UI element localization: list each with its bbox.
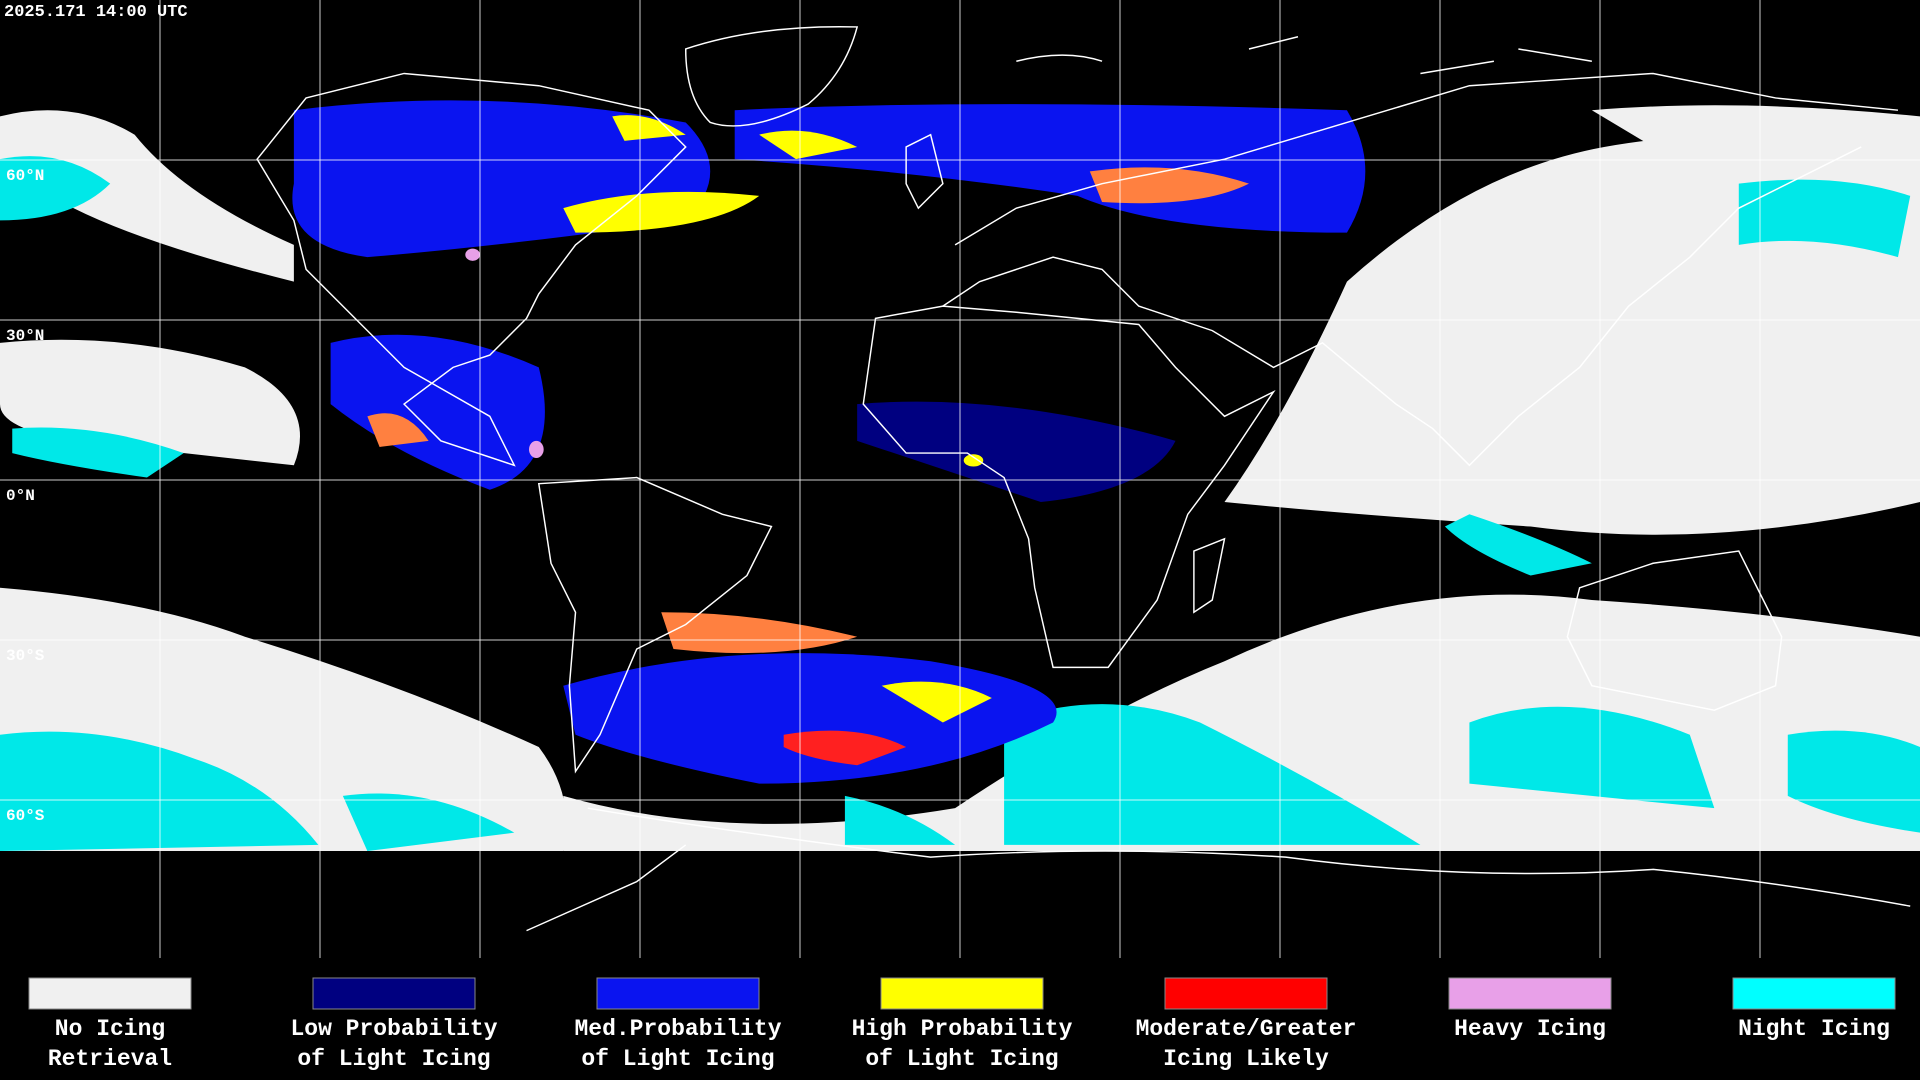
legend-label: of Light Icing: [865, 1046, 1058, 1072]
legend-swatch: [1164, 977, 1328, 1010]
legend-label: Icing Likely: [1163, 1046, 1329, 1072]
graticule: 60°N 30°N 0°N 30°S 60°S: [0, 0, 1920, 958]
coastlines: [256, 25, 1911, 932]
legend-label: Heavy Icing: [1454, 1016, 1606, 1042]
legend-label: High Probability: [852, 1016, 1073, 1042]
map-layer: [0, 25, 1920, 932]
legend-swatch: [596, 977, 760, 1010]
cloud-patches: [0, 105, 1920, 852]
legend-label: Med.Probability: [574, 1016, 781, 1042]
legend-label: No Icing: [55, 1016, 165, 1042]
latitude-label: 60°S: [6, 807, 45, 825]
legend-swatch: [1448, 977, 1612, 1010]
legend-label: of Light Icing: [297, 1046, 490, 1072]
icing-patches: [292, 100, 1366, 784]
latitude-label: 30°N: [6, 327, 44, 345]
legend-label: Night Icing: [1738, 1016, 1890, 1042]
latitude-label: 0°N: [6, 487, 35, 505]
legend: No Icing Retrieval Low Probability of Light…: [28, 977, 1896, 1072]
latitude-label: 60°N: [6, 167, 44, 185]
legend-label: Moderate/Greater: [1136, 1016, 1357, 1042]
legend-label: of Light Icing: [581, 1046, 774, 1072]
legend-swatch: [28, 977, 192, 1010]
timestamp: 2025.171 14:00 UTC: [4, 3, 188, 22]
legend-label: Low Probability: [290, 1016, 497, 1042]
legend-label: Retrieval: [48, 1046, 172, 1072]
legend-swatch: [312, 977, 476, 1010]
latitude-label: 30°S: [6, 647, 45, 665]
legend-swatch: [1732, 977, 1896, 1010]
legend-swatch: [880, 977, 1044, 1010]
